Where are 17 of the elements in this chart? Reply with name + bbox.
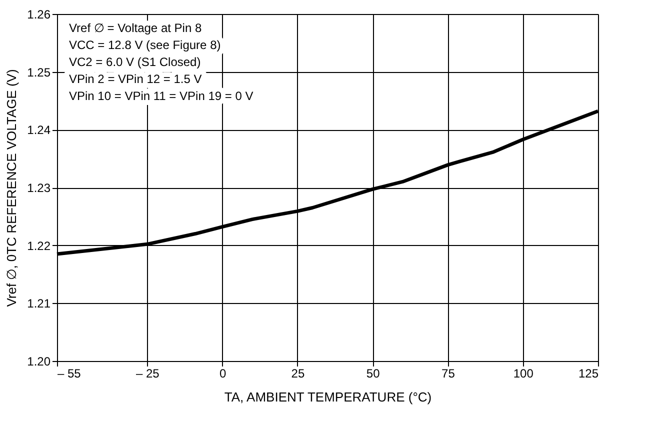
y-axis-title: Vref ∅, 0TC REFERENCE VOLTAGE (V) [4,69,20,307]
y-tick-label: 1.23 [27,181,51,195]
x-axis-title: TA, AMBIENT TEMPERATURE (°C) [224,390,432,404]
y-tick-label: 1.25 [27,65,51,80]
y-tick-label: 1.24 [27,123,51,138]
x-tick-label: 50 [366,366,380,380]
x-tick-label: 0 [219,366,226,380]
x-tick-label: – 55 [58,366,82,380]
y-tick-label: 1.26 [27,8,51,22]
x-tick-label: 75 [442,366,456,380]
y-tick-label: 1.20 [27,354,51,368]
y-tick-label: 1.22 [27,238,51,253]
y-tick-label: 1.21 [27,296,51,311]
x-tick-label: 100 [513,366,534,380]
x-tick-label: 25 [291,366,305,380]
x-tick-label: 125 [578,366,599,380]
x-tick-label: – 25 [136,366,160,380]
